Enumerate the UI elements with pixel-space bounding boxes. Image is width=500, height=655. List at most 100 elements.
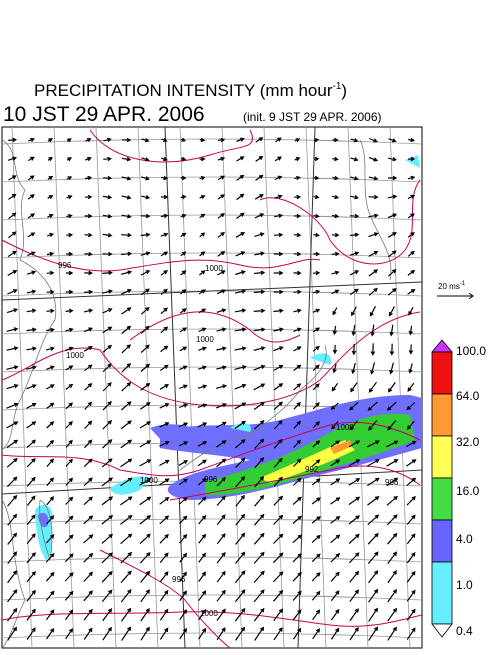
wind-arrow: [368, 626, 378, 641]
wind-arrow: [83, 327, 94, 333]
colorbar-band: [431, 561, 453, 625]
wind-arrow: [26, 346, 37, 351]
wind-arrow: [217, 156, 226, 162]
wind-field: [6, 137, 417, 641]
wind-arrow: [47, 156, 53, 162]
wind-arrow: [180, 232, 187, 238]
wind-arrow: [27, 156, 35, 162]
wind-arrow: [387, 382, 396, 393]
wind-arrow: [102, 420, 113, 430]
wind-arrow: [179, 609, 188, 621]
wind-arrow: [102, 251, 113, 257]
wind-arrow: [234, 439, 246, 449]
wind-arrow: [273, 533, 284, 544]
wind-arrow: [26, 458, 36, 468]
colorbar-label: 64.0: [456, 389, 480, 403]
wind-arrow: [273, 308, 284, 313]
wind-arrow: [102, 326, 113, 334]
map: 996 1000 1000 1000 1000 1000 996 992 996…: [1, 126, 423, 649]
wind-arrow: [179, 384, 188, 390]
wind-arrow: [235, 551, 246, 564]
wind-arrow: [331, 251, 340, 257]
wind-arrow: [407, 175, 416, 181]
wind-arrow: [368, 607, 378, 622]
wind-arrow: [332, 344, 338, 355]
wind-arrow: [406, 533, 416, 545]
wind-arrow: [312, 327, 321, 333]
wind-arrow: [178, 460, 189, 466]
wind-arrow: [140, 344, 150, 354]
wind-arrow: [159, 571, 169, 583]
wind-reference: 20 ms-1: [437, 281, 474, 300]
wind-arrow: [179, 627, 187, 640]
wind-arrow: [26, 533, 36, 545]
wind-arrow: [84, 251, 93, 257]
wind-arrow: [367, 551, 379, 564]
wind-arrow: [47, 232, 54, 238]
wind-arrow: [330, 515, 341, 524]
wind-arrow: [331, 289, 340, 295]
wind-arrow: [408, 307, 414, 316]
wind-arrow: [234, 402, 247, 410]
wind-arrow: [65, 609, 74, 620]
isobar-labels: 996 1000 1000 1000 1000 1000 996 992 996…: [58, 261, 399, 618]
wind-arrow: [407, 232, 415, 238]
wind-arrow: [140, 626, 150, 641]
wind-arrow: [65, 402, 74, 410]
wind-arrow: [47, 175, 54, 180]
wind-arrow: [348, 401, 359, 411]
wind-arrow: [139, 421, 152, 429]
wind-arrow: [102, 608, 113, 622]
wind-arrow: [120, 589, 132, 603]
wind-arrow: [253, 513, 265, 526]
wind-arrow: [253, 401, 265, 410]
wind-arrow: [139, 496, 152, 506]
wind-arrow: [272, 552, 284, 564]
wind-arrow: [178, 403, 189, 409]
wind-arrow: [140, 363, 151, 372]
isobar-label: 992: [305, 465, 319, 474]
wind-arrow: [387, 551, 398, 564]
wind-arrow: [101, 458, 113, 468]
wind-arrow: [121, 195, 132, 200]
wind-arrow: [139, 459, 152, 467]
wind-arrow: [254, 626, 265, 641]
wind-arrow: [7, 570, 18, 584]
isobar-label: 1000: [140, 476, 158, 485]
wind-arrow: [331, 213, 340, 219]
wind-arrow: [140, 232, 151, 237]
wind-arrow: [348, 496, 361, 506]
wind-arrow: [389, 324, 394, 337]
wind-arrow: [179, 590, 187, 601]
wind-arrow: [46, 327, 55, 333]
wind-arrow: [368, 157, 379, 162]
wind-arrow: [216, 346, 227, 351]
wind-arrow: [199, 232, 206, 238]
wind-arrow: [313, 156, 320, 162]
wind-arrow: [330, 553, 340, 563]
wind-arrow: [139, 533, 151, 545]
wind-arrow: [293, 420, 301, 429]
wind-arrow: [46, 515, 55, 525]
title-close: ): [341, 81, 347, 100]
wind-arrow: [159, 627, 169, 640]
wind-arrow: [26, 495, 36, 506]
wind-arrow: [198, 365, 207, 370]
wind-arrow: [102, 308, 113, 314]
wind-arrow: [7, 532, 18, 545]
wind-arrow: [348, 515, 360, 525]
wind-arrow: [65, 346, 74, 351]
wind-arrow: [273, 608, 284, 621]
wind-arrow: [84, 401, 93, 410]
wind-arrow: [234, 327, 247, 332]
wind-arrow: [234, 383, 247, 390]
wind-arrow: [293, 346, 302, 352]
wind-arrow: [253, 532, 265, 545]
wind-arrow: [140, 288, 150, 296]
isobar-label: 1000: [66, 351, 84, 360]
wind-arrow: [83, 534, 94, 544]
wind-arrow: [217, 194, 225, 200]
wind-arrow: [46, 496, 55, 506]
wind-arrow: [7, 494, 18, 507]
wind-arrow: [313, 213, 320, 219]
